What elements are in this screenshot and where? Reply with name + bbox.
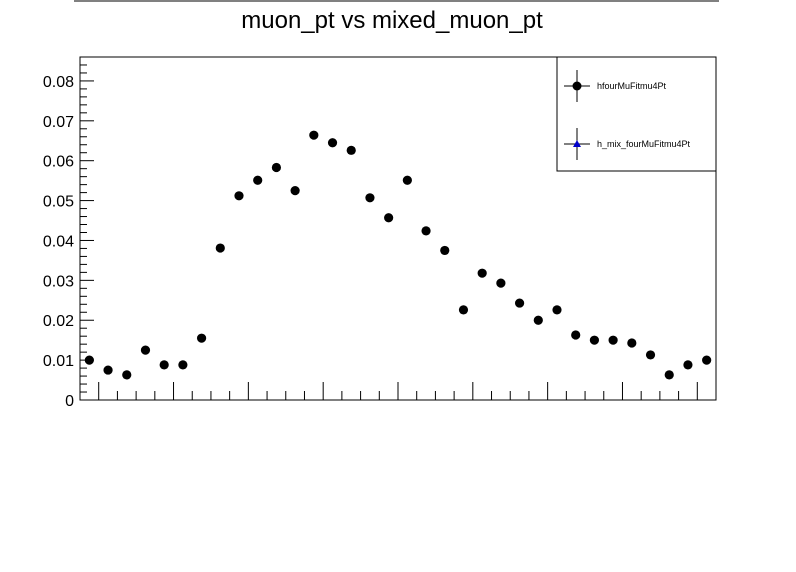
y-axis: 0 0.01 0.02 0.03 0.04 0.05 0.06 0.07 0.08	[43, 64, 94, 410]
data-point	[196, 333, 207, 343]
data-point	[178, 360, 188, 370]
data-point	[103, 365, 113, 375]
data-point	[421, 226, 431, 236]
chart-title: muon_pt vs mixed_muon_pt	[241, 7, 543, 34]
y-tick-label: 0.08	[43, 74, 74, 91]
data-point	[309, 130, 319, 140]
y-tick-label: 0.03	[43, 273, 74, 290]
data-point	[122, 370, 132, 380]
y-tick-label: 0.01	[43, 353, 74, 370]
y-tick-label: 0	[65, 393, 74, 410]
y-tick-label: 0.02	[43, 313, 74, 330]
data-point	[552, 305, 562, 315]
legend-entry-2: h_mix_fourMuFitmu4Pt	[564, 128, 691, 160]
y-tick-label: 0.07	[43, 114, 74, 131]
legend-label-1: hfourMuFitmu4Pt	[597, 81, 667, 91]
data-point	[215, 243, 225, 253]
legend-entry-1: hfourMuFitmu4Pt	[564, 70, 667, 102]
data-point	[608, 335, 618, 345]
data-point	[514, 298, 525, 308]
data-point	[140, 345, 151, 355]
legend: hfourMuFitmu4Pt h_mix_fourMuFitmu4Pt	[556, 56, 717, 172]
circle-marker-icon	[572, 81, 582, 91]
data-point	[477, 268, 487, 278]
data-point	[253, 175, 263, 185]
data-point	[234, 191, 244, 201]
triangle-marker-icon	[573, 140, 581, 147]
x-axis	[98, 382, 698, 400]
data-point	[627, 338, 637, 348]
y-tick-label: 0.06	[43, 154, 74, 171]
data-point	[346, 145, 356, 155]
y-tick-label: 0.05	[43, 194, 74, 211]
data-point	[402, 175, 412, 185]
data-point	[458, 305, 469, 315]
data-point	[533, 315, 543, 325]
data-point	[645, 350, 656, 360]
data-point	[159, 360, 169, 370]
data-point	[84, 355, 94, 365]
data-point	[571, 330, 581, 340]
data-points	[84, 130, 712, 380]
data-point	[365, 193, 375, 203]
data-point	[271, 162, 282, 173]
data-point	[702, 355, 712, 365]
data-point	[664, 370, 674, 380]
legend-box	[556, 56, 717, 172]
data-point	[683, 360, 693, 370]
data-point	[384, 213, 394, 223]
data-point	[440, 245, 450, 256]
data-point	[496, 278, 506, 288]
legend-label-2: h_mix_fourMuFitmu4Pt	[597, 139, 691, 149]
data-point	[589, 335, 600, 345]
data-point	[327, 138, 338, 148]
data-point	[290, 186, 300, 196]
y-tick-label: 0.04	[43, 233, 74, 250]
